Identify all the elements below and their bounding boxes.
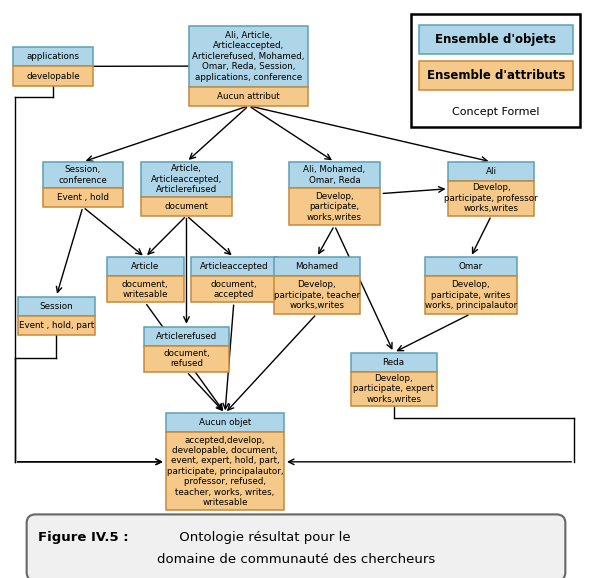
Text: document,
writesable: document, writesable xyxy=(122,280,168,299)
Text: Articlerefused: Articlerefused xyxy=(156,332,217,340)
Text: Articleaccepted: Articleaccepted xyxy=(200,262,268,271)
FancyBboxPatch shape xyxy=(189,87,308,106)
FancyBboxPatch shape xyxy=(166,432,284,510)
FancyBboxPatch shape xyxy=(350,372,437,406)
FancyBboxPatch shape xyxy=(144,346,229,372)
FancyBboxPatch shape xyxy=(449,181,534,216)
Text: Develop,
participate, professor
works,writes: Develop, participate, professor works,wr… xyxy=(445,183,538,213)
Text: Develop,
participate, writes
works, principalautor: Develop, participate, writes works, prin… xyxy=(424,280,517,310)
Text: Aucun objet: Aucun objet xyxy=(199,418,251,427)
FancyBboxPatch shape xyxy=(274,276,360,314)
Text: Ensemble d'objets: Ensemble d'objets xyxy=(435,33,556,46)
Text: Aucun attribut: Aucun attribut xyxy=(217,92,280,101)
Text: Reda: Reda xyxy=(382,358,405,366)
FancyBboxPatch shape xyxy=(13,66,94,86)
FancyBboxPatch shape xyxy=(141,197,232,216)
FancyBboxPatch shape xyxy=(166,413,284,432)
Text: Omar: Omar xyxy=(459,262,482,271)
FancyBboxPatch shape xyxy=(27,514,565,578)
Text: Event , hold, part: Event , hold, part xyxy=(18,321,94,329)
Text: Mohamed: Mohamed xyxy=(295,262,338,271)
FancyBboxPatch shape xyxy=(191,276,277,302)
FancyBboxPatch shape xyxy=(43,162,123,188)
FancyBboxPatch shape xyxy=(350,353,437,372)
FancyBboxPatch shape xyxy=(18,297,95,316)
FancyBboxPatch shape xyxy=(425,257,516,276)
FancyBboxPatch shape xyxy=(289,188,380,225)
FancyBboxPatch shape xyxy=(425,276,516,314)
FancyBboxPatch shape xyxy=(141,162,232,197)
Text: Session: Session xyxy=(40,302,73,310)
Text: Ali, Mohamed,
Omar, Reda: Ali, Mohamed, Omar, Reda xyxy=(304,165,365,184)
FancyBboxPatch shape xyxy=(144,327,229,346)
Text: accepted,develop,
developable, document,
event, expert, hold, part,
participate,: accepted,develop, developable, document,… xyxy=(167,436,283,507)
Text: applications: applications xyxy=(27,53,80,61)
Text: Develop,
participate, expert
works,writes: Develop, participate, expert works,write… xyxy=(353,374,434,404)
FancyBboxPatch shape xyxy=(18,316,95,335)
FancyBboxPatch shape xyxy=(43,188,123,207)
FancyBboxPatch shape xyxy=(107,257,184,276)
FancyBboxPatch shape xyxy=(191,257,277,276)
FancyBboxPatch shape xyxy=(419,25,573,54)
FancyBboxPatch shape xyxy=(419,61,573,90)
Text: Ontologie résultat pour le: Ontologie résultat pour le xyxy=(175,531,350,544)
Text: Figure IV.5 :: Figure IV.5 : xyxy=(38,531,128,544)
Text: Ali, Article,
Articleaccepted,
Articlerefused, Mohamed,
Omar, Reda, Session,
app: Ali, Article, Articleaccepted, Articlere… xyxy=(192,31,305,81)
Text: Develop,
participate, teacher
works,writes: Develop, participate, teacher works,writ… xyxy=(274,280,360,310)
FancyBboxPatch shape xyxy=(411,14,580,127)
Text: developable: developable xyxy=(27,72,80,80)
FancyBboxPatch shape xyxy=(13,47,94,66)
FancyBboxPatch shape xyxy=(449,162,534,181)
Text: Event , hold: Event , hold xyxy=(57,193,109,202)
Text: Concept Formel: Concept Formel xyxy=(452,106,539,117)
FancyBboxPatch shape xyxy=(289,162,380,188)
Text: Article,
Articleaccepted,
Articlerefused: Article, Articleaccepted, Articlerefused xyxy=(151,164,222,194)
Text: Ensemble d'attributs: Ensemble d'attributs xyxy=(427,69,565,81)
FancyBboxPatch shape xyxy=(274,257,360,276)
Text: document,
refused: document, refused xyxy=(163,349,210,368)
Text: Session,
conference: Session, conference xyxy=(59,165,107,184)
Text: domaine de communauté des chercheurs: domaine de communauté des chercheurs xyxy=(157,553,435,566)
Text: Article: Article xyxy=(131,262,159,271)
Text: document: document xyxy=(165,202,208,210)
FancyBboxPatch shape xyxy=(189,26,308,87)
Text: Ali: Ali xyxy=(486,167,497,176)
FancyBboxPatch shape xyxy=(107,276,184,302)
Text: Develop,
participate,
works,writes: Develop, participate, works,writes xyxy=(307,192,362,221)
Text: document,
accepted: document, accepted xyxy=(211,280,257,299)
